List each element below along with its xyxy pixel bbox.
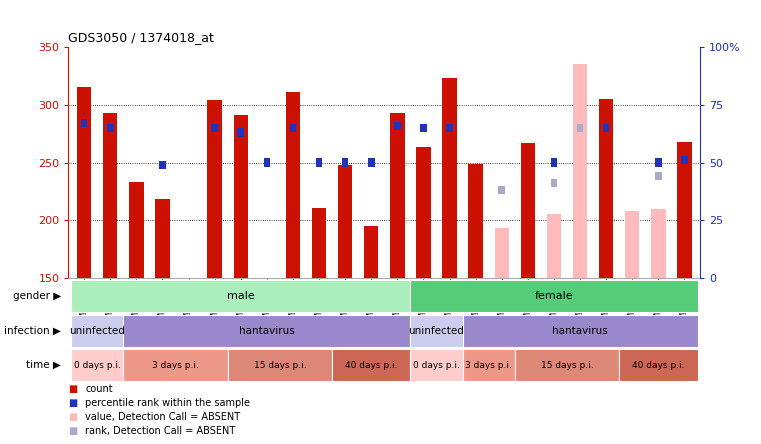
Bar xyxy=(619,349,698,381)
Bar xyxy=(77,87,91,278)
Bar xyxy=(263,159,270,166)
Text: ■: ■ xyxy=(68,412,78,422)
Bar xyxy=(123,314,410,347)
Bar xyxy=(410,349,463,381)
Text: GDS3050 / 1374018_at: GDS3050 / 1374018_at xyxy=(68,32,215,44)
Text: 0 days p.i.: 0 days p.i. xyxy=(413,361,460,370)
Bar xyxy=(551,179,557,187)
Bar xyxy=(71,314,123,347)
Bar xyxy=(316,159,323,166)
Bar xyxy=(498,186,505,194)
Bar xyxy=(71,349,123,381)
Text: 40 days p.i.: 40 days p.i. xyxy=(345,361,397,370)
Text: percentile rank within the sample: percentile rank within the sample xyxy=(85,398,250,408)
Bar xyxy=(655,159,661,166)
Bar xyxy=(394,122,400,130)
Bar xyxy=(681,156,688,164)
Text: hantavirus: hantavirus xyxy=(552,325,608,336)
Text: infection ▶: infection ▶ xyxy=(4,325,61,336)
Bar xyxy=(107,124,113,132)
Bar xyxy=(312,207,326,278)
Bar xyxy=(103,113,117,278)
Bar xyxy=(332,349,410,381)
Bar xyxy=(368,159,374,166)
Text: uninfected: uninfected xyxy=(69,325,125,336)
Text: 3 days p.i.: 3 days p.i. xyxy=(152,361,199,370)
Bar xyxy=(410,280,698,312)
Text: 40 days p.i.: 40 days p.i. xyxy=(632,361,685,370)
Bar xyxy=(625,278,639,336)
Bar xyxy=(237,128,244,137)
Text: time ▶: time ▶ xyxy=(26,360,61,370)
Bar xyxy=(677,142,692,278)
Bar xyxy=(514,349,619,381)
Bar xyxy=(446,124,453,132)
Bar xyxy=(212,124,218,132)
Bar xyxy=(81,119,88,127)
Bar xyxy=(123,349,228,381)
Bar xyxy=(442,78,457,278)
Bar xyxy=(469,164,482,278)
Bar xyxy=(290,124,296,132)
Bar xyxy=(521,143,535,278)
Text: gender ▶: gender ▶ xyxy=(13,291,61,301)
Text: 0 days p.i.: 0 days p.i. xyxy=(74,361,121,370)
Text: 15 days p.i.: 15 days p.i. xyxy=(541,361,594,370)
Bar xyxy=(338,165,352,278)
Bar xyxy=(655,172,661,180)
Text: ■: ■ xyxy=(68,426,78,436)
Text: female: female xyxy=(535,291,573,301)
Text: hantavirus: hantavirus xyxy=(239,325,295,336)
Bar xyxy=(208,100,221,278)
Bar xyxy=(410,314,463,347)
Bar xyxy=(228,349,332,381)
Bar xyxy=(155,199,170,278)
Bar xyxy=(495,228,509,278)
Text: 3 days p.i.: 3 days p.i. xyxy=(465,361,512,370)
Bar xyxy=(234,115,248,278)
Bar xyxy=(551,159,557,166)
Bar xyxy=(390,113,405,278)
Bar xyxy=(573,64,587,278)
Text: uninfected: uninfected xyxy=(409,325,464,336)
Bar xyxy=(129,182,144,278)
Bar xyxy=(71,280,410,312)
Bar xyxy=(286,92,300,278)
Bar xyxy=(416,147,431,278)
Bar xyxy=(599,99,613,278)
Bar xyxy=(603,124,610,132)
Bar xyxy=(342,159,349,166)
Bar xyxy=(463,314,698,347)
Bar xyxy=(463,349,514,381)
Text: count: count xyxy=(85,384,113,393)
Text: rank, Detection Call = ABSENT: rank, Detection Call = ABSENT xyxy=(85,426,235,436)
Text: male: male xyxy=(227,291,255,301)
Text: ■: ■ xyxy=(68,398,78,408)
Bar xyxy=(625,211,639,278)
Bar xyxy=(420,124,427,132)
Bar xyxy=(547,214,561,278)
Bar xyxy=(651,209,666,278)
Bar xyxy=(577,124,584,132)
Bar xyxy=(159,161,166,169)
Bar xyxy=(364,226,378,278)
Text: 15 days p.i.: 15 days p.i. xyxy=(253,361,306,370)
Text: ■: ■ xyxy=(68,384,78,393)
Text: value, Detection Call = ABSENT: value, Detection Call = ABSENT xyxy=(85,412,240,422)
